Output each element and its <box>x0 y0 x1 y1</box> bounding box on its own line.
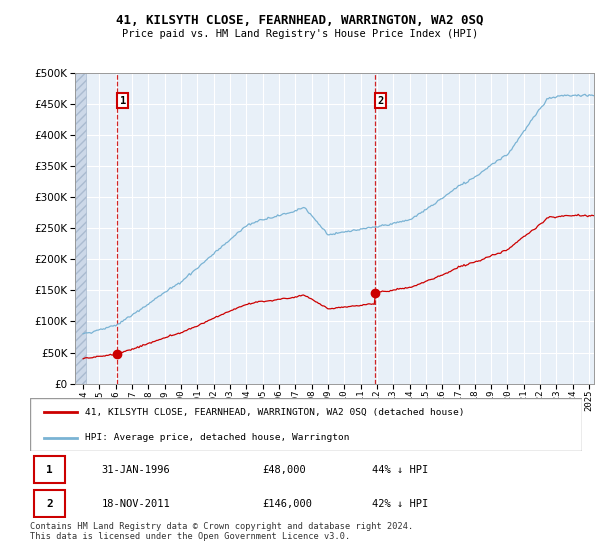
Text: Contains HM Land Registry data © Crown copyright and database right 2024.
This d: Contains HM Land Registry data © Crown c… <box>30 522 413 542</box>
Text: £48,000: £48,000 <box>262 465 305 475</box>
FancyBboxPatch shape <box>30 398 582 451</box>
Text: 41, KILSYTH CLOSE, FEARNHEAD, WARRINGTON, WA2 0SQ (detached house): 41, KILSYTH CLOSE, FEARNHEAD, WARRINGTON… <box>85 408 465 417</box>
Text: 18-NOV-2011: 18-NOV-2011 <box>102 499 170 509</box>
Text: £146,000: £146,000 <box>262 499 312 509</box>
Text: 1: 1 <box>119 96 126 106</box>
Bar <box>75 73 86 384</box>
Text: 42% ↓ HPI: 42% ↓ HPI <box>372 499 428 509</box>
Text: 31-JAN-1996: 31-JAN-1996 <box>102 465 170 475</box>
Text: 41, KILSYTH CLOSE, FEARNHEAD, WARRINGTON, WA2 0SQ: 41, KILSYTH CLOSE, FEARNHEAD, WARRINGTON… <box>116 14 484 27</box>
Text: HPI: Average price, detached house, Warrington: HPI: Average price, detached house, Warr… <box>85 433 350 442</box>
Text: 44% ↓ HPI: 44% ↓ HPI <box>372 465 428 475</box>
Text: 1: 1 <box>46 465 53 475</box>
FancyBboxPatch shape <box>34 456 65 483</box>
Text: Price paid vs. HM Land Registry's House Price Index (HPI): Price paid vs. HM Land Registry's House … <box>122 29 478 39</box>
Text: 2: 2 <box>377 96 383 106</box>
Text: 2: 2 <box>46 499 53 509</box>
FancyBboxPatch shape <box>34 491 65 517</box>
